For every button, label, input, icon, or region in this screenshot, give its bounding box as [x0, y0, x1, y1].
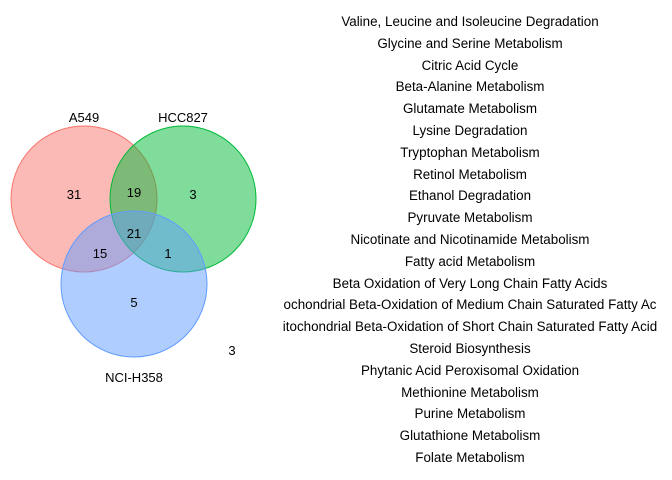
pathway-item: Purine Metabolism — [414, 406, 526, 422]
count-hcc827-only: 3 — [189, 187, 196, 202]
count-nci-only: 5 — [130, 295, 137, 310]
pathway-item: Lysine Degradation — [412, 122, 528, 138]
pathway-item: Ethanol Degradation — [408, 188, 532, 204]
pathway-item: Valine, Leucine and Isoleucine Degradati… — [341, 14, 599, 29]
pathway-item: Glycine and Serine Metabolism — [377, 35, 563, 51]
count-all-three: 21 — [127, 226, 141, 241]
a549-set-label: A549 — [69, 110, 99, 125]
count-a549-only: 31 — [67, 187, 81, 202]
pathway-item: Retinol Metabolism — [413, 166, 527, 182]
pathway-item: Methionine Metabolism — [401, 384, 539, 400]
pathway-item: Nicotinate and Nicotinamide Metabolism — [350, 231, 590, 247]
nci-h358-circle — [60, 210, 208, 358]
count-outside: 3 — [228, 343, 235, 358]
pathway-item: Beta Oxidation of Very Long Chain Fatty … — [332, 275, 608, 291]
venn-diagram: A549 HCC827 NCI-H358 31 19 3 21 15 1 5 3 — [10, 110, 257, 385]
pathway-item: Fatty acid Metabolism — [404, 253, 536, 269]
count-a549-hcc827: 19 — [127, 185, 141, 200]
nci-h358-set-label: NCI-H358 — [105, 370, 163, 385]
pathway-item: Beta-Alanine Metabolism — [395, 79, 545, 95]
hcc827-set-label: HCC827 — [158, 110, 208, 125]
pathway-item: Glutathione Metabolism — [399, 428, 541, 444]
pathway-item: itochondrial Beta-Oxidation of Short Cha… — [282, 319, 658, 335]
count-hcc827-nci: 1 — [164, 246, 171, 261]
pathway-item: Glutamate Metabolism — [403, 101, 537, 117]
pathway-item: Folate Metabolism — [415, 449, 525, 465]
pathway-item: Phytanic Acid Peroxisomal Oxidation — [360, 362, 580, 378]
pathway-list: Valine, Leucine and Isoleucine Degradati… — [270, 11, 670, 469]
pathway-item: ochondrial Beta-Oxidation of Medium Chai… — [283, 297, 657, 313]
pathway-item: Tryptophan Metabolism — [400, 144, 540, 160]
pathway-item: Steroid Biosynthesis — [409, 340, 531, 356]
pathway-item: Pyruvate Metabolism — [407, 210, 533, 226]
pathway-item: Citric Acid Cycle — [421, 57, 519, 73]
count-a549-nci: 15 — [93, 246, 107, 261]
